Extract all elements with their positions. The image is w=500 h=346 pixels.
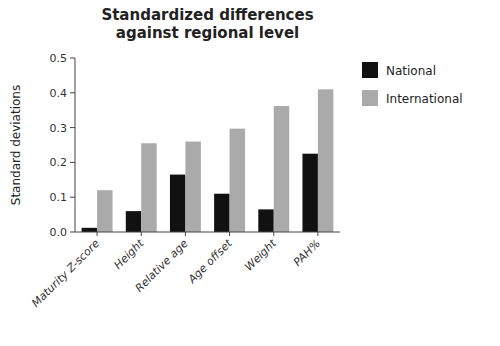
y-tick bbox=[70, 232, 75, 233]
title: Standardized differencesagainst regional… bbox=[101, 6, 313, 42]
x-tick bbox=[229, 232, 230, 236]
x-tick bbox=[273, 232, 274, 236]
bar bbox=[82, 228, 97, 232]
x-tick-label: PAH% bbox=[291, 237, 323, 269]
legend-label: National bbox=[386, 64, 436, 78]
y-tick-label: 0.1 bbox=[50, 191, 68, 204]
y-axis bbox=[75, 58, 76, 232]
x-tick-label: Relative age bbox=[133, 237, 191, 295]
x-tick-label: Height bbox=[111, 236, 146, 271]
bar bbox=[318, 89, 333, 232]
bar bbox=[97, 190, 112, 232]
x-tick-label: Age offset bbox=[185, 236, 235, 286]
title-line: Standardized differences bbox=[101, 6, 313, 24]
y-tick bbox=[70, 127, 75, 128]
bar bbox=[230, 129, 245, 232]
y-tick bbox=[70, 162, 75, 163]
bar bbox=[214, 194, 229, 232]
bar bbox=[302, 154, 317, 232]
y-tick-label: 0.0 bbox=[50, 226, 68, 239]
x-tick bbox=[141, 232, 142, 236]
y-axis-label: Standard deviations bbox=[9, 85, 23, 205]
x-tick-label: Maturity Z-score bbox=[29, 237, 102, 310]
y-tick-label: 0.2 bbox=[50, 156, 68, 169]
x-tick bbox=[185, 232, 186, 236]
bars bbox=[82, 89, 334, 232]
y-tick bbox=[70, 92, 75, 93]
bar bbox=[185, 142, 200, 232]
y-tick-label: 0.4 bbox=[50, 87, 68, 100]
x-tick-label: Weight bbox=[242, 236, 279, 273]
bar bbox=[141, 143, 156, 232]
x-tick bbox=[97, 232, 98, 236]
y-tick-label: 0.3 bbox=[50, 122, 68, 135]
title-line: against regional level bbox=[116, 24, 299, 42]
bar bbox=[170, 175, 185, 232]
bar bbox=[274, 106, 289, 232]
y-tick bbox=[70, 197, 75, 198]
x-tick bbox=[317, 232, 318, 236]
y-tick bbox=[70, 58, 75, 59]
bar bbox=[258, 209, 273, 232]
x-axis bbox=[75, 232, 340, 233]
bar bbox=[126, 211, 141, 232]
y-tick-label: 0.5 bbox=[50, 52, 68, 65]
legend-label: International bbox=[386, 92, 463, 106]
chart: Standardized differencesagainst regional… bbox=[0, 0, 500, 346]
legend-swatch bbox=[362, 90, 378, 106]
legend-swatch bbox=[362, 62, 378, 78]
